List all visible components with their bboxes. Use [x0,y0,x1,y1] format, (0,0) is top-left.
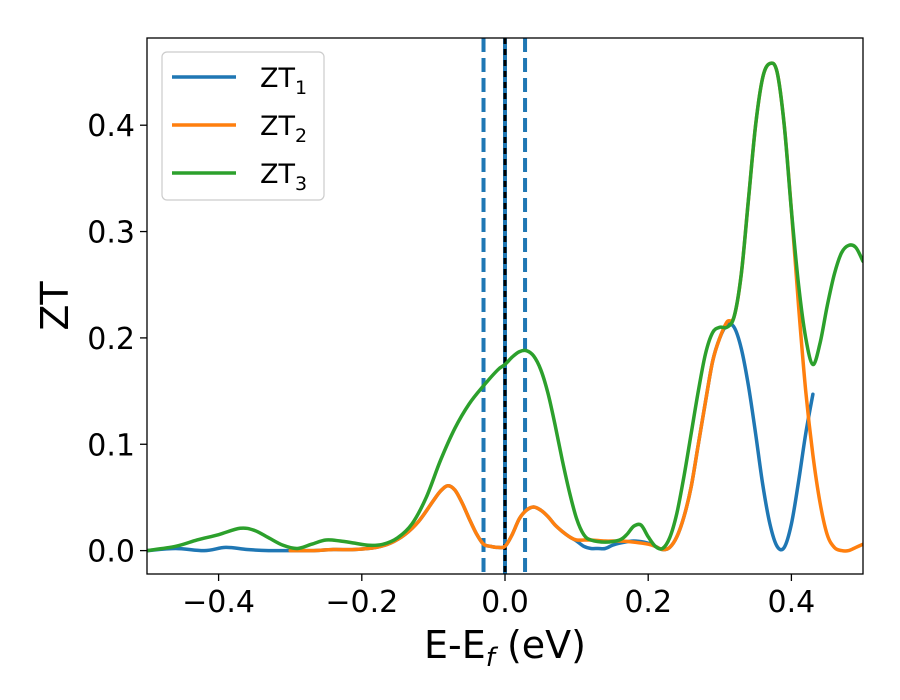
legend: ZT1 ZT2 ZT3 [161,51,325,201]
legend-label: ZT2 [260,111,307,147]
x-axis-label-main: E-E [424,623,486,667]
series-line-zt3 [147,61,863,553]
legend-box [161,51,325,201]
series-lines [147,61,863,553]
legend-entry-zt1: ZT1 [172,63,307,99]
y-axis: 0.0 0.1 0.2 0.3 0.4 [87,109,147,570]
series-line-zt2 [288,61,863,553]
x-axis-label: E-Ef (eV) [424,623,586,673]
y-tick-label: 0.0 [87,535,135,570]
legend-label: ZT1 [260,63,307,99]
vertical-marker-lines [481,38,528,574]
legend-entry-zt2: ZT2 [172,111,307,147]
x-tick-label: 0.2 [624,585,672,620]
y-axis-label: ZT [33,281,77,331]
y-tick-label: 0.2 [87,322,135,357]
x-axis: −0.4 −0.2 0.0 0.2 0.4 [182,574,815,620]
x-tick-label: 0.0 [481,585,529,620]
legend-entry-zt3: ZT3 [172,159,307,195]
x-axis-label-unit: (eV) [495,623,586,667]
legend-label: ZT3 [260,159,307,195]
y-tick-label: 0.4 [87,109,135,144]
y-tick-label: 0.3 [87,216,135,251]
x-tick-label: −0.2 [325,585,398,620]
x-tick-label: 0.4 [768,585,816,620]
x-tick-label: −0.4 [182,585,255,620]
y-tick-label: 0.1 [87,428,135,463]
